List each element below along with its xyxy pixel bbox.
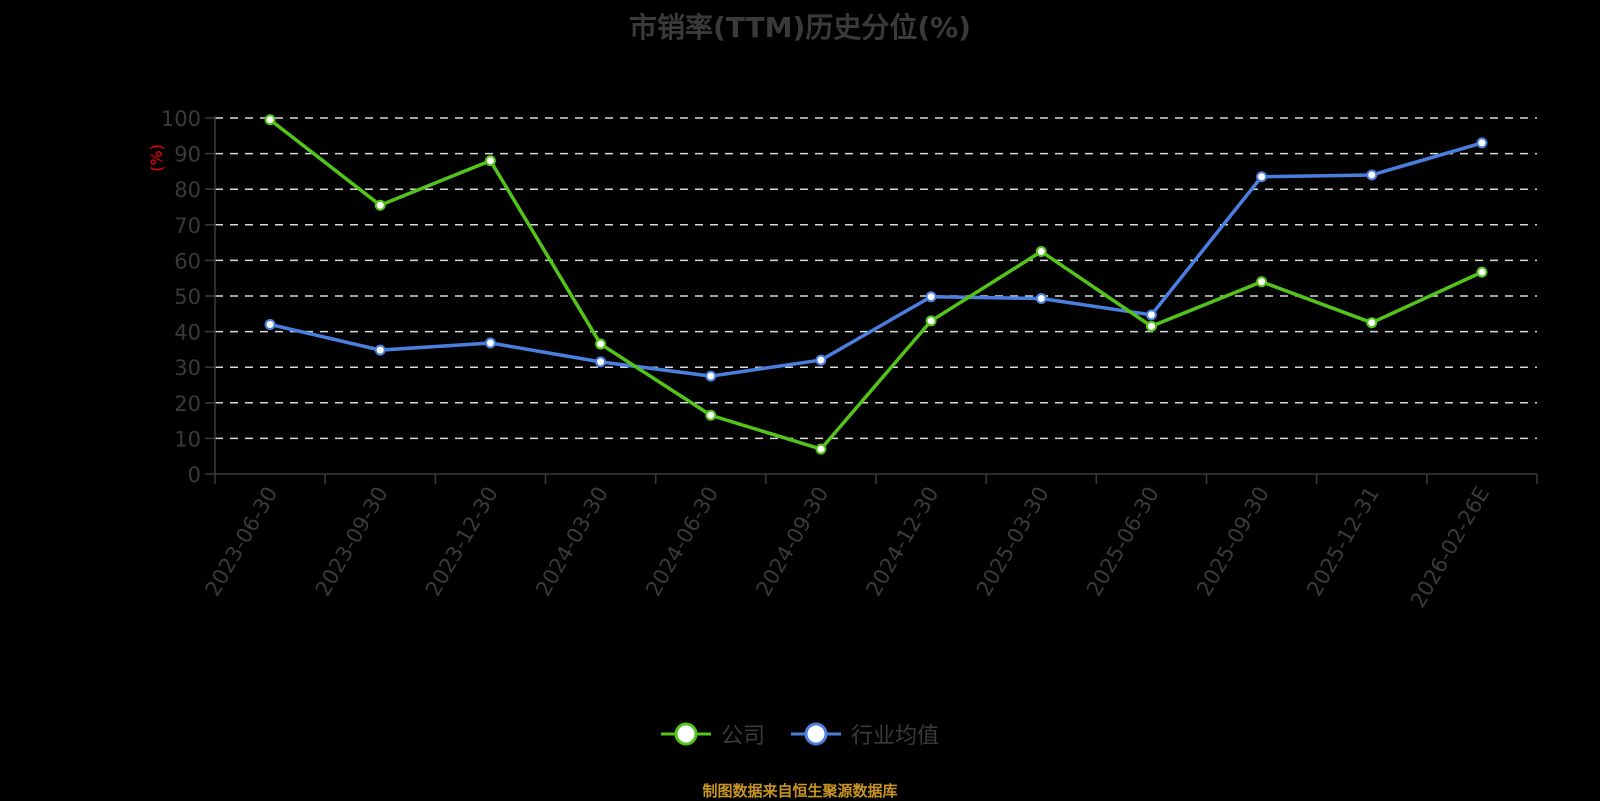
data-source-note: 制图数据来自恒生聚源数据库	[702, 782, 898, 800]
data-point[interactable]	[925, 315, 937, 327]
x-tick-label: 2025-06-30	[1082, 483, 1164, 601]
x-tick-label: 2024-09-30	[751, 483, 833, 601]
series-line-industry	[269, 141, 1483, 378]
data-point[interactable]	[264, 114, 276, 126]
data-point[interactable]	[595, 356, 607, 368]
data-point[interactable]	[374, 199, 386, 211]
x-tick-label: 2025-03-30	[972, 483, 1054, 601]
data-point[interactable]	[1256, 276, 1268, 288]
y-tick-label: 90	[174, 143, 201, 167]
data-point[interactable]	[1476, 137, 1488, 149]
data-point[interactable]	[264, 318, 276, 330]
circle-line-marker-icon	[660, 722, 711, 746]
x-tick-label: 2023-12-30	[421, 482, 503, 600]
data-point[interactable]	[374, 344, 386, 356]
data-point[interactable]	[484, 337, 496, 349]
legend-label: 公司	[720, 724, 765, 749]
chart-title: 市销率(TTM)历史分位(%)	[629, 11, 971, 44]
y-tick-label: 30	[174, 356, 201, 380]
y-tick-label: 50	[174, 285, 201, 309]
legend-label: 行业均值	[851, 724, 940, 749]
y-tick-label: 10	[174, 427, 201, 451]
y-tick-label: 70	[174, 214, 201, 238]
y-tick-label: 20	[174, 392, 201, 416]
data-point[interactable]	[1035, 246, 1047, 257]
legend-item-company[interactable]: 公司	[660, 718, 765, 750]
x-tick-label: 2024-06-30	[641, 483, 723, 601]
circle-line-marker-icon	[791, 722, 841, 746]
data-point[interactable]	[815, 354, 827, 366]
data-point[interactable]	[925, 291, 937, 303]
data-point[interactable]	[1035, 292, 1047, 304]
data-point[interactable]	[815, 443, 827, 455]
y-tick-label: 0	[188, 463, 201, 487]
x-tick-label: 2024-03-30	[531, 483, 613, 601]
data-point[interactable]	[705, 409, 717, 421]
data-point[interactable]	[1256, 171, 1268, 183]
x-tick-label: 2023-09-30	[311, 483, 393, 601]
x-tick-label: 2026-02-26E	[1406, 483, 1494, 612]
data-point[interactable]	[1145, 309, 1157, 321]
y-tick-label: 40	[174, 321, 201, 345]
x-tick-label: 2024-12-30	[862, 482, 944, 600]
line-chart: 0 10 20 30 40 50 60 70 80 90 100 2023-06-30 2023-09-…	[147, 107, 1538, 612]
y-tick-label: 60	[174, 249, 201, 273]
data-point[interactable]	[705, 370, 717, 382]
y-tick-label: 100	[161, 107, 201, 131]
legend-item-industry[interactable]: 行业均值	[791, 718, 939, 750]
y-axis-label: (%)	[147, 144, 166, 172]
x-tick-label: 2025-09-30	[1192, 483, 1274, 601]
series-line-company	[269, 118, 1483, 451]
legend: 公司 行业均值	[0, 718, 1600, 750]
data-point[interactable]	[484, 155, 496, 167]
data-point[interactable]	[1476, 266, 1488, 278]
y-tick-label: 80	[174, 178, 201, 202]
data-point[interactable]	[595, 338, 607, 350]
data-point[interactable]	[1366, 169, 1378, 181]
data-point[interactable]	[1145, 320, 1157, 332]
data-point[interactable]	[1366, 317, 1378, 329]
x-tick-label: 2023-06-30	[201, 483, 283, 601]
x-tick-label: 2025-12-31	[1302, 483, 1384, 601]
